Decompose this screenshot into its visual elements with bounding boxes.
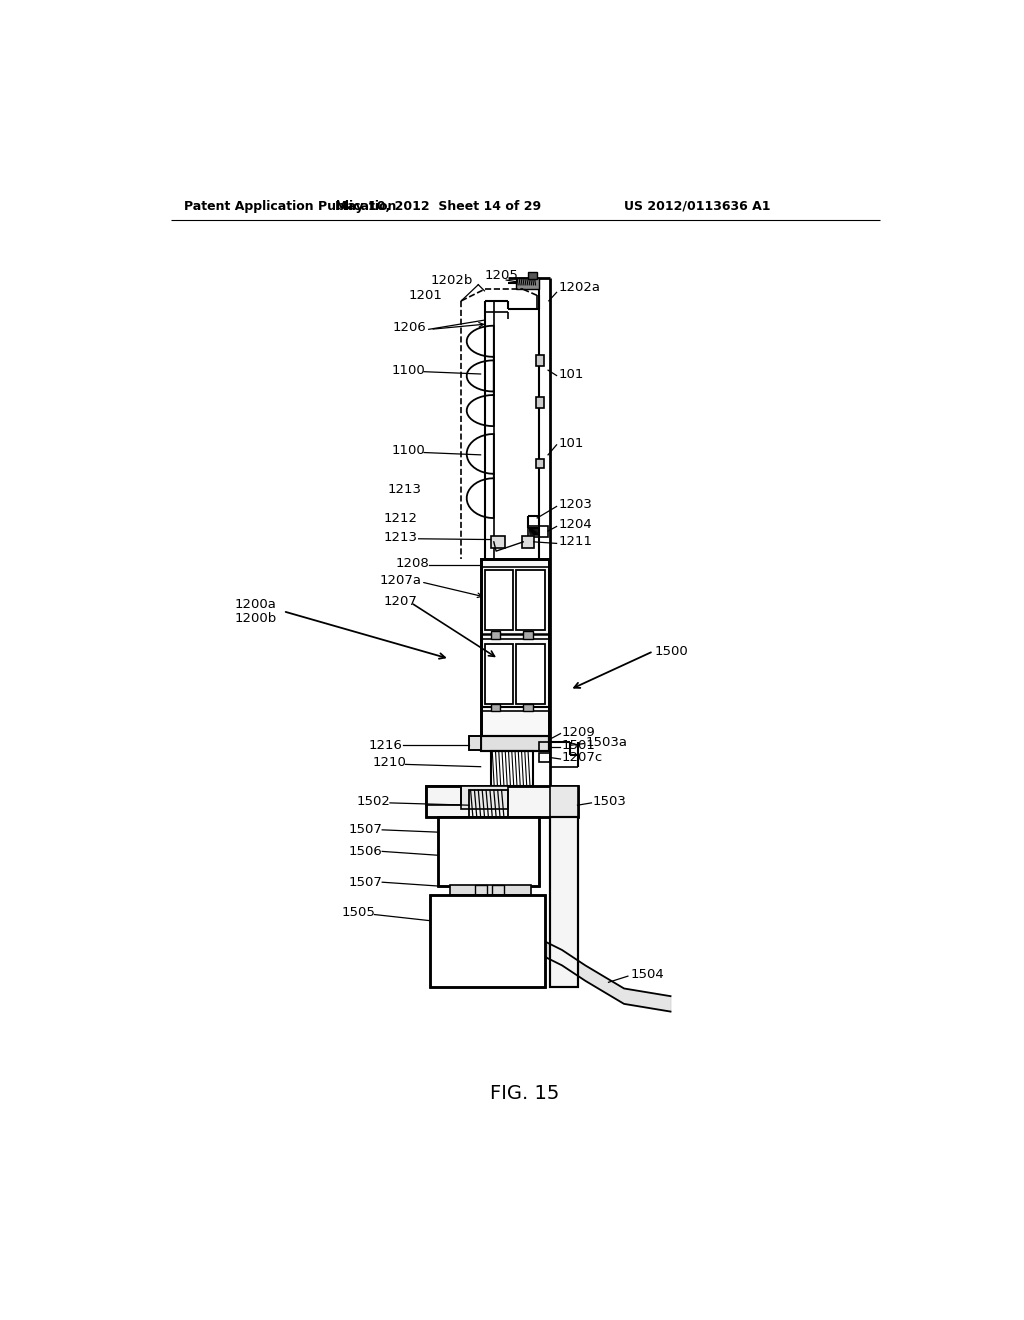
Text: 1100: 1100 bbox=[391, 445, 425, 458]
Bar bbox=[484, 570, 513, 631]
Bar bbox=[515, 570, 545, 631]
Text: 1209: 1209 bbox=[562, 726, 596, 739]
Text: 1207c: 1207c bbox=[562, 751, 603, 764]
Text: 101: 101 bbox=[558, 367, 584, 380]
Text: FIG. 15: FIG. 15 bbox=[490, 1085, 559, 1104]
Bar bbox=[469, 737, 480, 750]
Bar bbox=[490, 536, 505, 548]
Bar bbox=[550, 817, 578, 987]
Text: 1207: 1207 bbox=[384, 594, 418, 607]
Bar bbox=[539, 752, 550, 762]
Text: 1213: 1213 bbox=[388, 483, 422, 496]
Bar bbox=[537, 459, 544, 469]
Bar bbox=[480, 558, 549, 737]
Bar bbox=[490, 704, 500, 711]
Text: 1200a: 1200a bbox=[234, 598, 276, 611]
Text: 1206: 1206 bbox=[393, 321, 427, 334]
Bar bbox=[438, 817, 539, 886]
Text: 1200b: 1200b bbox=[234, 612, 278, 626]
Text: 101: 101 bbox=[558, 437, 584, 450]
Text: Patent Application Publication: Patent Application Publication bbox=[183, 199, 396, 213]
Bar bbox=[426, 785, 578, 817]
Bar bbox=[426, 785, 578, 817]
Bar bbox=[430, 895, 545, 987]
Bar bbox=[438, 817, 539, 886]
Text: 1204: 1204 bbox=[558, 519, 592, 532]
Bar bbox=[480, 737, 549, 751]
Text: 1100: 1100 bbox=[391, 363, 425, 376]
Bar bbox=[469, 789, 508, 817]
Text: 1503: 1503 bbox=[593, 795, 627, 808]
Bar bbox=[461, 785, 508, 809]
Text: 1208: 1208 bbox=[395, 557, 429, 570]
Text: 1504: 1504 bbox=[630, 968, 664, 981]
Text: 1501: 1501 bbox=[562, 739, 596, 751]
Text: 1500: 1500 bbox=[655, 644, 689, 657]
Text: 1201: 1201 bbox=[409, 289, 442, 302]
Bar bbox=[537, 355, 544, 366]
Bar bbox=[480, 737, 549, 751]
Text: 1202a: 1202a bbox=[558, 281, 600, 294]
Bar bbox=[521, 536, 535, 548]
Text: 1202b: 1202b bbox=[430, 273, 473, 286]
Text: 1507: 1507 bbox=[349, 875, 383, 888]
Bar bbox=[490, 751, 534, 785]
Text: 1210: 1210 bbox=[372, 756, 406, 770]
Text: US 2012/0113636 A1: US 2012/0113636 A1 bbox=[624, 199, 770, 213]
Bar bbox=[430, 895, 545, 987]
Text: 1507: 1507 bbox=[349, 824, 383, 837]
Bar bbox=[537, 397, 544, 408]
Text: 1506: 1506 bbox=[349, 845, 383, 858]
Text: 1211: 1211 bbox=[558, 536, 592, 548]
Bar bbox=[484, 644, 513, 704]
Bar bbox=[523, 631, 532, 639]
Bar bbox=[493, 886, 504, 895]
Text: 1502: 1502 bbox=[356, 795, 390, 808]
Text: 1216: 1216 bbox=[369, 739, 402, 751]
Bar bbox=[539, 742, 550, 751]
Bar bbox=[515, 644, 545, 704]
Bar bbox=[480, 558, 549, 737]
Text: 1505: 1505 bbox=[341, 907, 375, 920]
Bar bbox=[450, 886, 531, 895]
Bar bbox=[550, 817, 578, 987]
Bar bbox=[515, 277, 539, 289]
Text: 1203: 1203 bbox=[558, 499, 592, 511]
Text: May 10, 2012  Sheet 14 of 29: May 10, 2012 Sheet 14 of 29 bbox=[335, 199, 541, 213]
Bar bbox=[426, 785, 461, 805]
Text: 1503a: 1503a bbox=[586, 735, 628, 748]
Bar bbox=[528, 527, 548, 537]
Bar bbox=[550, 785, 578, 817]
Bar bbox=[475, 886, 486, 895]
Text: 1207a: 1207a bbox=[380, 574, 422, 587]
Text: 1212: 1212 bbox=[384, 512, 418, 525]
Text: 1205: 1205 bbox=[484, 269, 518, 282]
Bar bbox=[528, 272, 538, 279]
Bar bbox=[490, 631, 500, 639]
Bar bbox=[523, 704, 532, 711]
Bar bbox=[469, 737, 480, 750]
Text: 1213: 1213 bbox=[384, 531, 418, 544]
